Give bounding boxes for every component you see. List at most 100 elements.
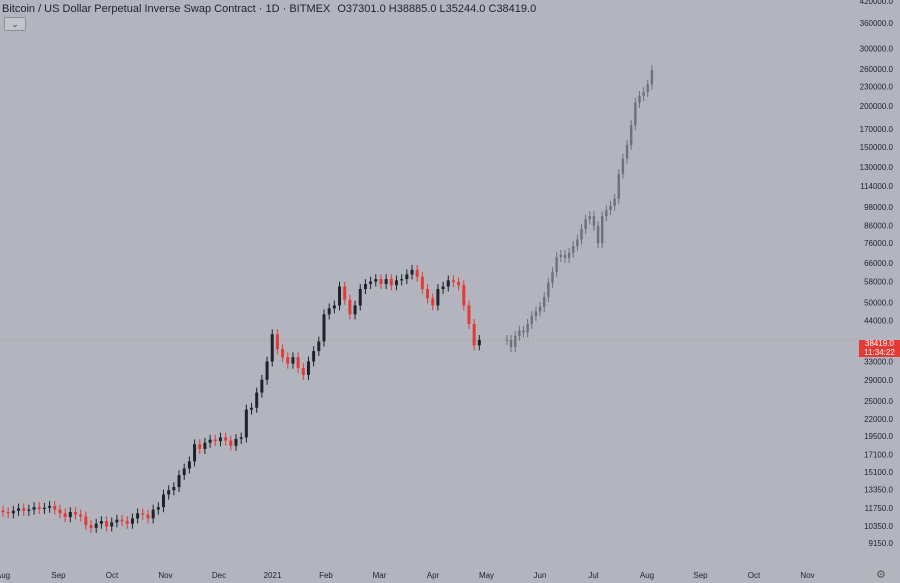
candle-body [457,282,461,286]
price-axis[interactable]: 420000.0 360000.0 300000.0 260000.0 230000.0… [0,0,894,548]
close-value: 38419.0 [496,3,537,15]
candle-body [265,361,269,380]
candle-body [389,279,393,286]
candle-body [182,468,186,476]
candle-body [89,525,93,528]
candle-body [343,286,347,300]
price-tick-label: 360000.0 [860,19,894,28]
time-tick-label: May [479,571,494,580]
candle-body [472,323,476,346]
candle-body [584,219,587,230]
candle-body [32,507,36,510]
price-tick-label: 44000.0 [864,317,893,326]
candle-body [420,276,424,290]
candle-body [17,508,21,511]
candle-body [22,508,26,511]
candle-body [384,279,388,285]
candle-body [275,334,279,350]
candle-body [369,281,373,285]
candle-body [394,280,398,286]
candle-body [312,351,316,362]
candle-body [151,509,155,519]
collapse-legend-button[interactable]: ⌄ [4,17,26,31]
low-value: 35244.0 [445,3,486,15]
candle-body [301,368,305,375]
time-axis[interactable]: Aug Sep Oct Nov Dec 2021 Feb Mar Apr May Jun Jul Aug… [0,571,815,580]
price-tick-label: 58000.0 [864,278,893,287]
candle-body [518,330,521,336]
candle-body [42,507,46,509]
price-tick-label: 150000.0 [860,143,894,152]
candle-body [198,444,202,449]
price-tick-label: 130000.0 [860,163,894,172]
candle-body [617,173,620,199]
candle-body [547,282,550,298]
candle-body [410,269,414,275]
candle-body [538,306,542,312]
candle-body [53,505,57,510]
price-tick-label: 13350.0 [864,486,893,495]
candle-body [530,315,533,324]
low-label: L [439,3,446,15]
candle-body [358,289,362,306]
candle-body [11,510,15,514]
price-tick-label: 10350.0 [864,522,893,531]
projection-series [505,65,654,353]
time-tick-label: Mar [373,571,387,580]
candle-body [79,514,83,517]
candle-body [567,252,571,258]
candle-body [260,379,264,393]
candle-body [48,505,52,508]
candle-body [213,439,217,442]
candle-body [559,254,562,257]
time-tick-label: Sep [693,571,708,580]
candle-body [229,440,233,446]
time-tick-label: Nov [800,571,814,580]
price-tick-label: 29000.0 [864,376,893,385]
candle-body [638,95,641,103]
candle-body [650,70,654,85]
candle-body [327,308,331,315]
candle-body [27,509,31,511]
candle-body [451,280,455,283]
candle-body [234,438,238,446]
candle-body [332,305,336,309]
candle-body [239,437,243,439]
candle-body [467,305,471,324]
price-tick-label: 300000.0 [860,45,894,54]
last-price-badge: 38419.0 11:34:22 [859,339,900,357]
price-tick-label: 33000.0 [864,357,893,366]
time-tick-label: Jun [534,571,547,580]
candle-body [244,409,248,438]
candle-body [193,444,197,462]
bar-countdown: 11:34:22 [864,347,895,357]
candle-body [94,523,98,528]
gear-icon[interactable]: ⚙ [876,569,886,581]
candle-body [99,521,103,524]
candle-body [363,284,367,290]
candle-body [136,513,140,519]
price-tick-label: 114000.0 [860,182,893,191]
candle-body [505,339,509,341]
time-tick-label: Feb [319,571,333,580]
symbol-title[interactable]: Bitcoin / US Dollar Perpetual Inverse Sw… [2,3,331,15]
candle-body [551,272,554,283]
candle-body [156,507,160,510]
candle-body [291,357,295,364]
candle-body [6,512,10,514]
price-tick-label: 11750.0 [865,504,894,513]
candle-body [120,519,124,522]
candle-body [509,339,513,348]
candle-body [286,357,290,364]
candle-body [646,84,649,92]
candle-body [605,210,608,217]
candle-body [167,490,171,495]
candle-body [84,516,88,526]
candle-body [270,334,274,362]
candle-body [115,519,119,523]
price-tick-label: 25000.0 [864,397,893,406]
time-tick-label: Dec [212,571,226,580]
candle-body [415,269,419,277]
candle-body [522,330,525,333]
